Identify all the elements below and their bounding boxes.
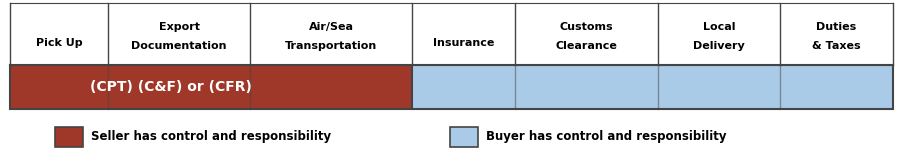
Text: Pick Up: Pick Up (36, 38, 82, 48)
Text: Local: Local (702, 22, 734, 32)
Text: Duties: Duties (815, 22, 856, 32)
Text: Documentation: Documentation (132, 41, 226, 51)
Bar (10, 3, 892, 65)
Bar (779, 65, 892, 109)
Bar (250, 65, 412, 109)
Bar (10, 65, 892, 109)
Text: & Taxes: & Taxes (812, 41, 860, 51)
Text: Seller has control and responsibility: Seller has control and responsibility (91, 130, 331, 143)
Bar (412, 65, 515, 109)
Text: Buyer has control and responsibility: Buyer has control and responsibility (485, 130, 726, 143)
Text: Insurance: Insurance (433, 38, 494, 48)
Text: Air/Sea: Air/Sea (308, 22, 354, 32)
Bar (108, 65, 250, 109)
Text: Customs: Customs (559, 22, 612, 32)
Text: Delivery: Delivery (692, 41, 744, 51)
Text: Transportation: Transportation (285, 41, 377, 51)
Text: Clearance: Clearance (555, 41, 617, 51)
Bar (449, 127, 477, 147)
Bar (515, 65, 657, 109)
Bar (657, 65, 779, 109)
Bar (10, 65, 108, 109)
Text: (CPT) (C&F) or (CFR): (CPT) (C&F) or (CFR) (90, 80, 252, 94)
Text: Export: Export (159, 22, 199, 32)
Bar (55, 127, 83, 147)
